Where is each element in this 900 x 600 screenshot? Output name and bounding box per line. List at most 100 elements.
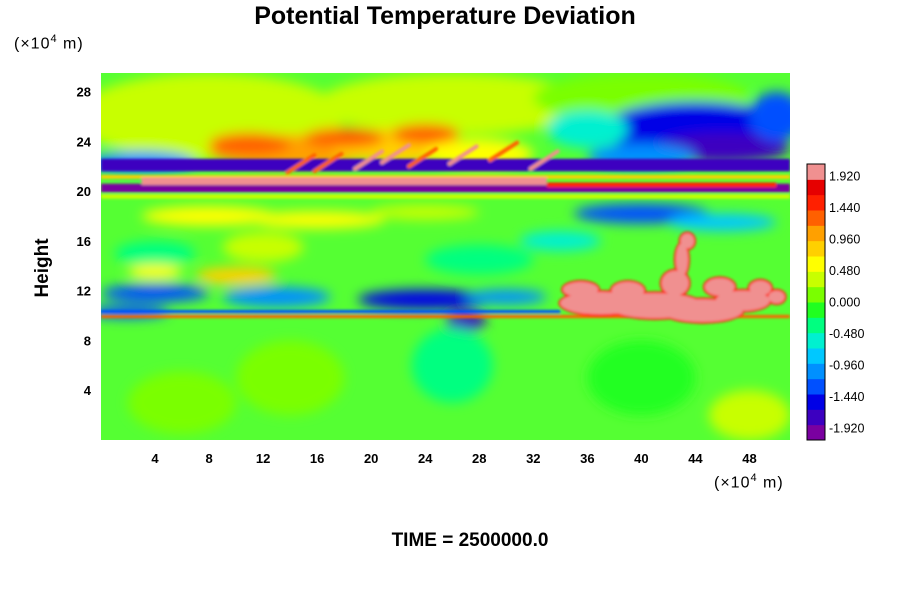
blob-13: [546, 110, 628, 148]
colorbar-tick-label: 0.000: [829, 296, 860, 310]
streak-3: [447, 144, 479, 166]
x-tick-label: 40: [634, 451, 648, 466]
colorbar-tick-label: -0.960: [829, 359, 864, 373]
colorbar-tick-label: -0.480: [829, 327, 864, 341]
blob-7: [303, 127, 385, 148]
colorbar-tick-label: -1.920: [829, 422, 864, 436]
blob-33: [236, 340, 345, 416]
streak-0: [285, 153, 317, 175]
colorbar-segment: [807, 332, 825, 349]
chart-title: Potential Temperature Deviation: [254, 2, 636, 30]
colorbar-segment: [807, 409, 825, 426]
x-tick-label: 12: [256, 451, 270, 466]
y-tick-label: 16: [77, 234, 91, 249]
time-label: TIME = 2500000.0: [391, 530, 549, 551]
band-4: [546, 182, 777, 188]
blob-20: [519, 230, 601, 251]
colorbar-segment: [807, 424, 825, 441]
y-axis-ticks: 4 8 12 16 20 24 28: [77, 85, 92, 399]
colorbar-segment: [807, 240, 825, 257]
blob-35: [708, 390, 790, 440]
plume-6: [661, 270, 689, 296]
band-layer: [101, 140, 790, 324]
colorbar-tick-label: 0.480: [829, 264, 860, 278]
blob-34: [587, 340, 696, 416]
band-7: [101, 309, 561, 314]
plume-7: [704, 278, 735, 296]
y-tick-label: 24: [77, 134, 92, 149]
x-tick-label: 32: [526, 451, 540, 466]
blob-30: [195, 267, 277, 285]
blob-27: [465, 289, 547, 305]
streak-6: [312, 151, 344, 174]
y-tick-label: 28: [77, 85, 91, 100]
y-tick-label: 12: [77, 284, 91, 299]
x-tick-label: 48: [742, 451, 756, 466]
colorbar-segment: [807, 348, 825, 364]
blob-19: [668, 213, 777, 231]
x-axis-ticks: 4 8 12 16 20 24 28 32 36 40 44 48: [151, 451, 756, 466]
colorbar-segment: [807, 164, 825, 180]
streak-2: [407, 146, 439, 169]
band-2: [101, 183, 790, 193]
blob-8: [391, 124, 460, 144]
colorbar-tick-label: 1.920: [829, 169, 860, 183]
band-0: [101, 158, 790, 172]
x-tick-label: 8: [205, 451, 212, 466]
x-tick-label: 16: [310, 451, 324, 466]
x-tick-label: 20: [364, 451, 378, 466]
x-tick-label: 24: [418, 451, 433, 466]
streak-1: [352, 149, 385, 171]
plume-4: [563, 282, 599, 297]
blob-21: [114, 240, 196, 266]
colorbar-segment: [807, 363, 825, 380]
colorbar-segment: [807, 286, 825, 303]
blob-14: [749, 91, 790, 142]
blob-16: [249, 211, 385, 229]
band-1: [101, 175, 790, 179]
plume-8: [749, 280, 772, 296]
x-tick-label: 4: [151, 451, 159, 466]
plume-5: [611, 282, 645, 300]
blob-22: [222, 232, 304, 263]
plume-11: [768, 290, 785, 304]
colorbar-segment: [807, 394, 825, 410]
plume-9: [675, 243, 689, 276]
colorbar-tick-label: -1.440: [829, 390, 864, 404]
blob-23: [425, 244, 534, 275]
x-tick-label: 36: [580, 451, 594, 466]
colorbar-segment: [807, 271, 825, 288]
blob-17: [371, 204, 480, 220]
plume-10: [680, 233, 695, 249]
streak-7: [380, 143, 412, 165]
colorbar-segment: [807, 317, 825, 334]
y-tick-label: 8: [84, 333, 91, 348]
blob-32: [411, 328, 493, 403]
colorbar-segment: [807, 179, 825, 196]
x-axis-unit: (×104 m): [714, 472, 784, 492]
blob-24: [101, 284, 210, 302]
heatmap-field: [101, 73, 790, 440]
y-tick-label: 20: [77, 184, 91, 199]
streak-5: [528, 149, 560, 171]
colorbar-segment: [807, 194, 825, 211]
y-axis-unit: (×104 m): [14, 33, 84, 53]
y-tick-label: 4: [84, 383, 92, 398]
blob-31: [128, 264, 183, 280]
streak-4: [488, 140, 520, 163]
band-3: [141, 177, 547, 185]
blob-36: [128, 371, 237, 434]
x-tick-label: 28: [472, 451, 486, 466]
blob-26: [357, 289, 493, 310]
colorbar-segment: [807, 225, 825, 242]
colorbar-segment: [807, 256, 825, 272]
colorbar-segment: [807, 302, 825, 318]
x-tick-label: 44: [688, 451, 703, 466]
blob-25: [222, 286, 331, 307]
colorbar-tick-label: 0.960: [829, 232, 860, 246]
colorbar-segment: [807, 210, 825, 226]
band-5: [101, 194, 790, 199]
colorbar-tick-label: 1.440: [829, 201, 860, 215]
colorbar: 1.920 1.440 0.960 0.480 0.000 -0.480 -0.960 -1.…: [806, 163, 864, 441]
